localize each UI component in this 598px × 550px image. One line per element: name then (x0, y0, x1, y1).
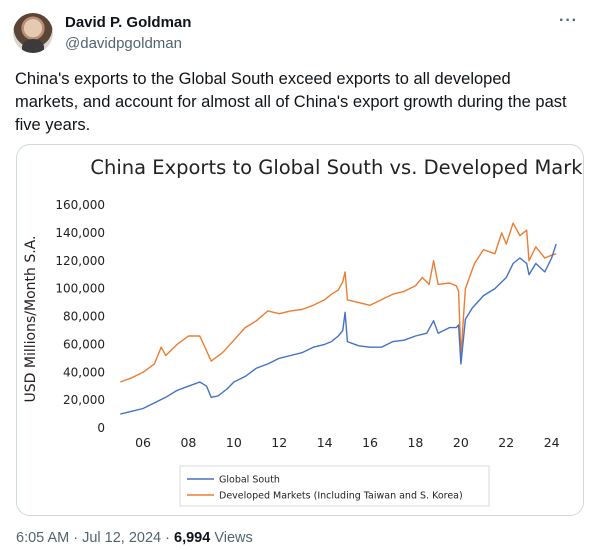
series-line-developed-markets (120, 222, 557, 383)
y-tick-labels: 0 20,000 40,000 60,000 80,000 100,000 120,000 1… (55, 198, 105, 435)
y-tick-label: 60,000 (63, 337, 105, 351)
meta-separator: · (69, 530, 83, 546)
y-tick-label: 120,000 (55, 254, 105, 268)
author-block: David P. Goldman @davidpgoldman (65, 14, 191, 54)
x-tick-labels: 06 08 10 12 14 16 18 20 22 24 (135, 435, 560, 450)
tweet-time[interactable]: 6:05 AM (16, 530, 70, 546)
legend-frame (179, 465, 490, 507)
tweet-text: China's exports to the Global South exce… (15, 70, 567, 134)
x-tick-label: 20 (453, 435, 469, 450)
chart-y-axis-label: USD Millions/Month S.A. (23, 236, 39, 403)
y-tick-label: 20,000 (63, 393, 105, 407)
x-tick-label: 08 (180, 435, 196, 450)
x-tick-label: 24 (544, 435, 560, 450)
y-tick-label: 140,000 (55, 226, 105, 240)
ellipsis-icon: ··· (559, 12, 578, 29)
series-line-global-south (120, 243, 557, 415)
y-tick-label: 0 (97, 421, 105, 435)
y-tick-label: 100,000 (55, 282, 105, 296)
x-tick-label: 22 (498, 435, 514, 450)
chart-series (120, 222, 557, 415)
legend-label-developed-markets: Developed Markets (Including Taiwan and … (219, 491, 463, 502)
author-handle[interactable]: @davidpgoldman (65, 35, 182, 52)
x-tick-label: 16 (362, 435, 378, 450)
x-tick-label: 10 (226, 435, 242, 450)
chart-legend: Global South Developed Markets (Includin… (179, 465, 490, 507)
x-tick-label: 12 (271, 435, 287, 450)
x-tick-label: 06 (135, 435, 151, 450)
x-tick-label: 18 (407, 435, 423, 450)
legend-label-global-south: Global South (219, 475, 280, 486)
chart-image[interactable]: China Exports to Global South vs. Develo… (16, 144, 584, 516)
author-avatar[interactable] (13, 13, 53, 53)
y-tick-label: 160,000 (55, 198, 105, 212)
author-name[interactable]: David P. Goldman (65, 14, 192, 31)
tweet-meta: 6:05 AM · Jul 12, 2024 · 6,994 Views (16, 530, 253, 546)
tweet-date[interactable]: Jul 12, 2024 (82, 530, 162, 546)
meta-separator: · (161, 530, 174, 546)
x-tick-label: 14 (317, 435, 333, 450)
y-tick-label: 40,000 (63, 365, 105, 379)
chart-svg: China Exports to Global South vs. Develo… (23, 156, 584, 507)
views-label: Views (210, 530, 253, 546)
chart-title: China Exports to Global South vs. Develo… (90, 156, 584, 179)
views-count: 6,994 (174, 530, 211, 546)
y-tick-label: 80,000 (63, 310, 105, 324)
more-options-button[interactable]: ··· (559, 12, 578, 30)
